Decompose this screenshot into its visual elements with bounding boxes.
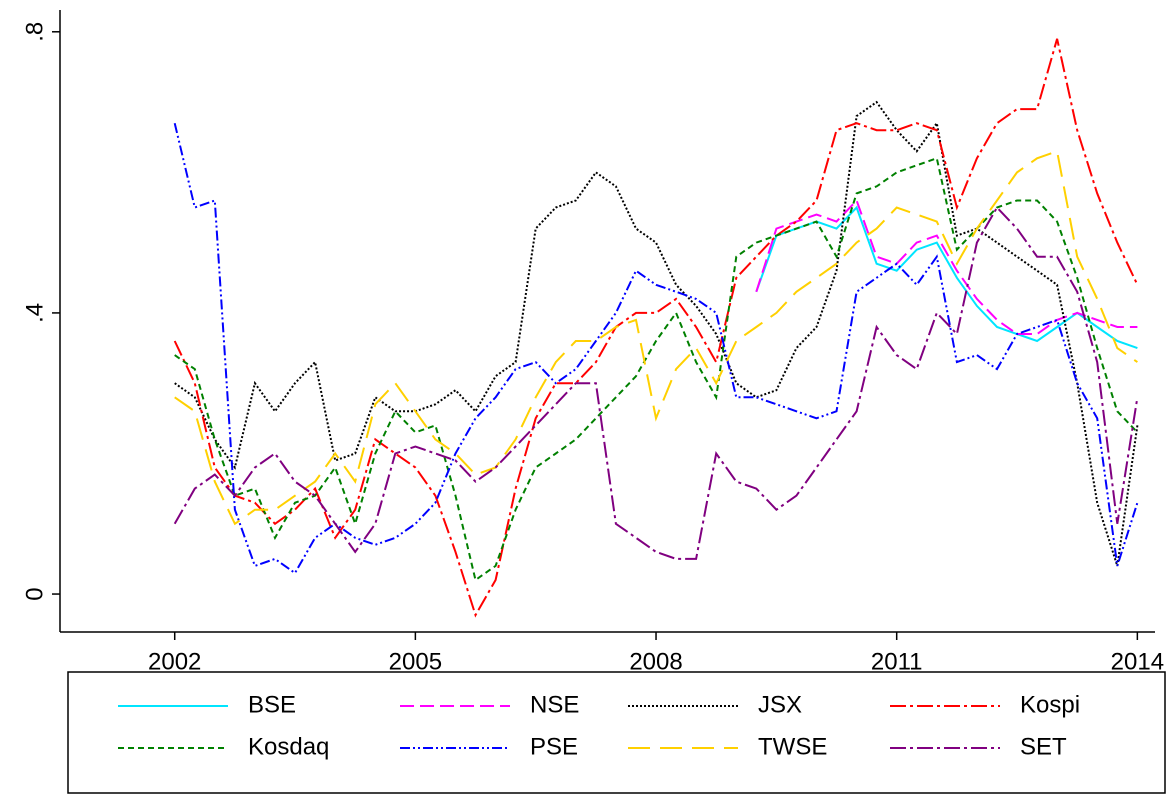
legend-label: TWSE xyxy=(758,733,827,760)
plot-lines xyxy=(173,38,1139,618)
series-line xyxy=(173,205,1139,560)
legend: BSE NSE JSX Kospi Kosdaq PSE TWSE SET xyxy=(118,691,1080,760)
legend-label: Kosdaq xyxy=(248,733,329,760)
y-tick-label: 0 xyxy=(21,587,48,600)
legend-label: BSE xyxy=(248,691,296,718)
x-tick-label: 2008 xyxy=(629,648,682,675)
series-line xyxy=(173,38,1139,618)
legend-label: NSE xyxy=(530,691,579,718)
x-tick-label: 2014 xyxy=(1111,648,1164,675)
y-tick-label: .4 xyxy=(21,303,48,323)
x-tick-label: 2011 xyxy=(871,648,923,675)
legend-label: PSE xyxy=(530,733,578,760)
legend-label: Kospi xyxy=(1020,691,1080,718)
y-tick-label: .8 xyxy=(21,22,48,42)
x-tick-label: 2005 xyxy=(389,648,442,675)
legend-label: JSX xyxy=(758,691,802,718)
series-line xyxy=(755,205,1138,350)
legend-box xyxy=(67,671,1166,794)
series-line xyxy=(755,198,1138,335)
x-tick-label: 2002 xyxy=(148,648,201,675)
legend-label: SET xyxy=(1020,733,1067,760)
series-line xyxy=(174,149,1138,526)
